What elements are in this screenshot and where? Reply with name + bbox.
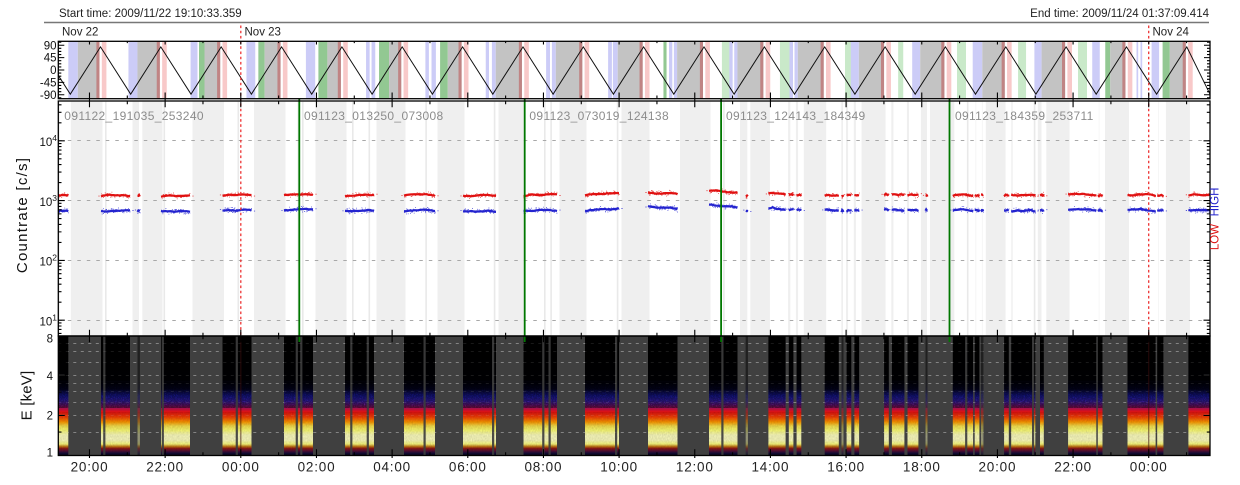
svg-text:091122_191035_253240: 091122_191035_253240 bbox=[64, 109, 204, 123]
svg-text:20:00: 20:00 bbox=[979, 460, 1017, 475]
svg-text:Nov 23: Nov 23 bbox=[245, 27, 281, 39]
svg-text:8: 8 bbox=[47, 334, 53, 346]
svg-text:08:00: 08:00 bbox=[525, 460, 563, 475]
svg-text:091123_184359_253711: 091123_184359_253711 bbox=[955, 109, 1094, 123]
svg-text:-90: -90 bbox=[40, 90, 57, 102]
svg-text:102: 102 bbox=[39, 253, 57, 269]
svg-text:End time: 2009/11/24 01:37:09.: End time: 2009/11/24 01:37:09.414 bbox=[1030, 8, 1209, 20]
svg-text:4: 4 bbox=[47, 371, 54, 383]
svg-text:00:00: 00:00 bbox=[222, 460, 260, 475]
svg-text:091123_013250_073008: 091123_013250_073008 bbox=[304, 109, 444, 123]
svg-text:90: 90 bbox=[44, 40, 57, 52]
svg-text:20:00: 20:00 bbox=[71, 460, 109, 475]
svg-text:Nov 22: Nov 22 bbox=[62, 27, 98, 39]
svg-text:E [keV]: E [keV] bbox=[19, 371, 36, 421]
svg-text:22:00: 22:00 bbox=[1054, 460, 1092, 475]
svg-text:-45: -45 bbox=[40, 78, 57, 90]
svg-text:00:00: 00:00 bbox=[1130, 460, 1168, 475]
svg-text:1: 1 bbox=[47, 448, 53, 460]
svg-text:HIGH: HIGH bbox=[1210, 188, 1222, 217]
svg-text:12:00: 12:00 bbox=[676, 460, 714, 475]
svg-text:0: 0 bbox=[50, 65, 56, 77]
svg-text:06:00: 06:00 bbox=[449, 460, 487, 475]
svg-text:104: 104 bbox=[39, 133, 57, 149]
svg-text:14:00: 14:00 bbox=[752, 460, 790, 475]
svg-text:LOW: LOW bbox=[1210, 224, 1222, 250]
svg-text:Start time: 2009/11/22 19:10:3: Start time: 2009/11/22 19:10:33.359 bbox=[59, 8, 242, 20]
svg-text:103: 103 bbox=[39, 193, 57, 209]
svg-text:04:00: 04:00 bbox=[373, 460, 411, 475]
svg-text:10:00: 10:00 bbox=[600, 460, 638, 475]
svg-text:Countrate [c/s]: Countrate [c/s] bbox=[14, 157, 31, 273]
svg-text:45: 45 bbox=[44, 53, 57, 65]
svg-text:101: 101 bbox=[39, 312, 57, 328]
svg-text:18:00: 18:00 bbox=[903, 460, 941, 475]
svg-text:22:00: 22:00 bbox=[146, 460, 184, 475]
svg-text:16:00: 16:00 bbox=[827, 460, 865, 475]
svg-text:091123_124143_184349: 091123_124143_184349 bbox=[726, 109, 866, 123]
svg-text:02:00: 02:00 bbox=[298, 460, 336, 475]
svg-text:2: 2 bbox=[47, 410, 53, 422]
svg-text:091123_073019_124138: 091123_073019_124138 bbox=[529, 109, 669, 123]
svg-text:Nov 24: Nov 24 bbox=[1153, 27, 1190, 39]
